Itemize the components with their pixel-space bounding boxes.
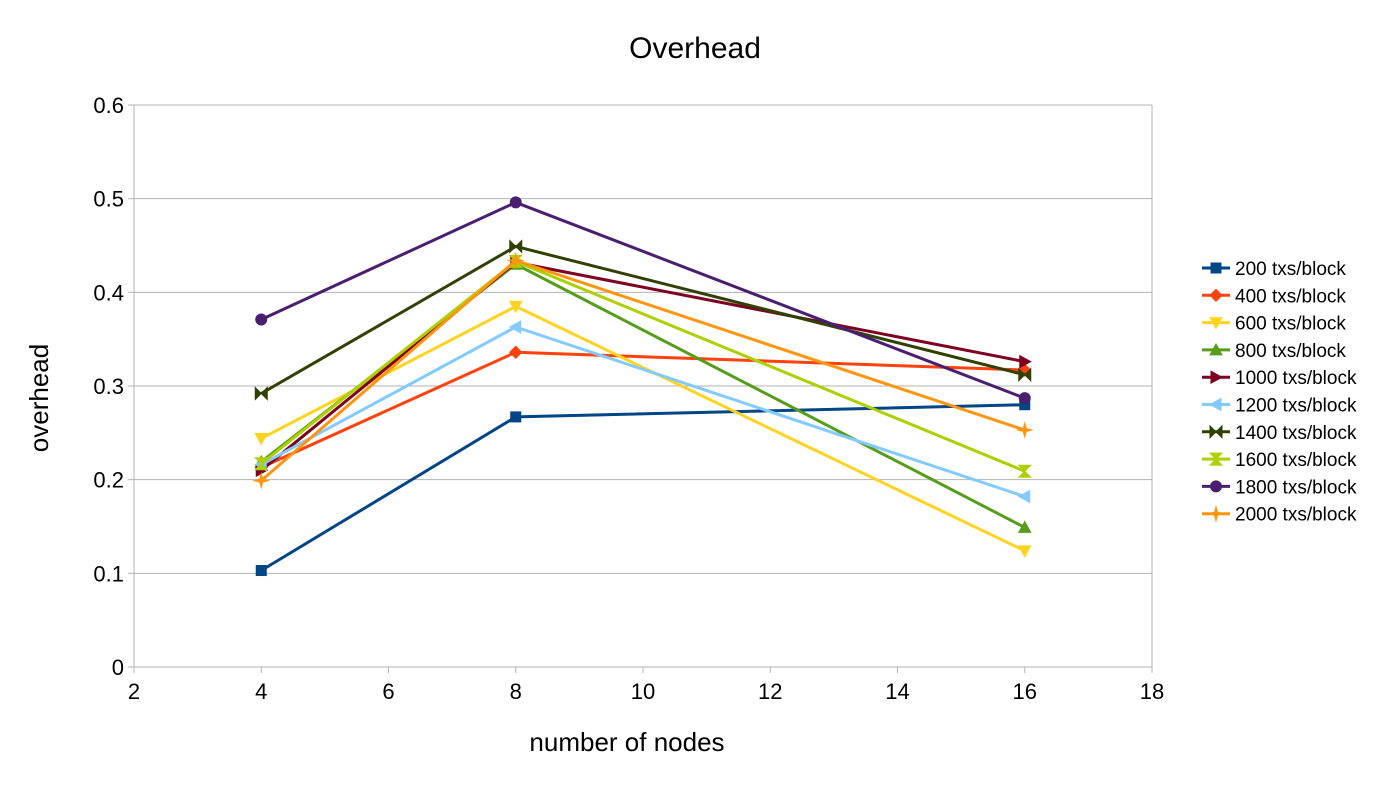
data-point — [509, 345, 523, 359]
x-tick-label: 16 — [1013, 679, 1037, 704]
legend-label: 1600 txs/block — [1235, 450, 1357, 471]
series-4 — [254, 257, 1032, 533]
legend-marker — [1207, 504, 1225, 523]
x-tick-label: 12 — [758, 679, 782, 704]
series-line — [260, 325, 1026, 498]
data-point — [252, 471, 271, 490]
data-point — [1019, 354, 1032, 369]
chart-title: Overhead — [629, 32, 761, 65]
data-point — [254, 386, 268, 401]
legend-marker — [1210, 370, 1224, 385]
axis-layer: 0 0.1 0.2 0.3 0.4 0.5 0.6 2 4 6 8 10 12 14 16 18 — [93, 93, 1164, 704]
legend-item: 1600 txs/block — [1202, 450, 1357, 471]
legend-item: 200 txs/block — [1202, 259, 1346, 280]
legend-label: 400 txs/block — [1235, 286, 1346, 307]
data-point — [254, 457, 269, 471]
data-point — [509, 196, 522, 209]
series-2 — [254, 345, 1032, 475]
legend-item: 1800 txs/block — [1202, 477, 1357, 498]
x-tick-label: 14 — [885, 679, 909, 704]
y-tick-label: 0.3 — [93, 374, 124, 399]
legend-label: 800 txs/block — [1235, 341, 1346, 362]
data-point — [1018, 392, 1031, 405]
legend-marker — [1209, 288, 1223, 303]
legend-marker — [1209, 424, 1223, 440]
y-tick-label: 0.5 — [93, 187, 124, 212]
data-point — [1017, 489, 1031, 504]
legend-marker — [1209, 317, 1223, 330]
x-tick-label: 18 — [1140, 679, 1164, 704]
series-6 — [254, 320, 1031, 504]
data-point — [1017, 545, 1032, 558]
data-point — [1015, 421, 1034, 439]
x-tick-label: 4 — [255, 679, 267, 704]
legend-marker — [1208, 397, 1222, 412]
legend-label: 1400 txs/block — [1235, 423, 1357, 444]
y-tick-label: 0.2 — [93, 468, 124, 493]
legend-marker — [1210, 480, 1222, 493]
legend-item: 1000 txs/block — [1202, 368, 1357, 389]
data-point — [1018, 367, 1032, 382]
data-point — [255, 313, 268, 326]
y-tick-label: 0.6 — [93, 93, 124, 118]
x-tick-label: 10 — [631, 679, 655, 704]
x-axis-label: number of nodes — [529, 727, 724, 757]
legend-label: 1000 txs/block — [1235, 368, 1357, 389]
legend-marker — [1210, 262, 1222, 274]
data-point — [510, 411, 522, 423]
data-point — [508, 300, 523, 314]
legend-item: 1400 txs/block — [1202, 423, 1357, 444]
y-tick-label: 0.1 — [93, 561, 124, 586]
grid-layer — [134, 104, 1153, 667]
legend-marker — [1209, 342, 1223, 356]
legend-item: 2000 txs/block — [1202, 505, 1357, 526]
legend-item: 800 txs/block — [1202, 341, 1346, 362]
legend-marker — [1208, 452, 1224, 466]
x-tick-label: 2 — [128, 679, 140, 704]
y-tick-label: 0 — [112, 655, 124, 680]
data-point — [255, 565, 267, 577]
legend-label: 600 txs/block — [1235, 314, 1346, 335]
data-point — [506, 251, 525, 270]
data-point — [1017, 520, 1032, 533]
y-axis-label: overhead — [24, 344, 54, 452]
series-9 — [255, 196, 1031, 405]
data-point — [254, 432, 269, 446]
legend: 200 txs/block 400 txs/block 600 txs/block 8… — [1202, 259, 1357, 526]
series-line — [260, 304, 1026, 553]
series-10 — [252, 251, 1034, 490]
legend-item: 1200 txs/block — [1202, 396, 1357, 417]
y-tick-label: 0.4 — [93, 280, 124, 305]
x-tick-label: 6 — [382, 679, 394, 704]
series-layer — [252, 196, 1034, 577]
data-point — [509, 239, 523, 254]
series-line — [260, 403, 1025, 572]
legend-label: 200 txs/block — [1235, 259, 1346, 280]
legend-label: 1200 txs/block — [1235, 396, 1357, 417]
legend-label: 1800 txs/block — [1235, 477, 1357, 498]
legend-label: 2000 txs/block — [1235, 505, 1357, 526]
data-point — [1017, 464, 1032, 478]
legend-item: 400 txs/block — [1202, 286, 1346, 307]
data-point — [508, 320, 522, 334]
x-tick-label: 8 — [510, 679, 522, 704]
legend-item: 600 txs/block — [1202, 314, 1346, 335]
